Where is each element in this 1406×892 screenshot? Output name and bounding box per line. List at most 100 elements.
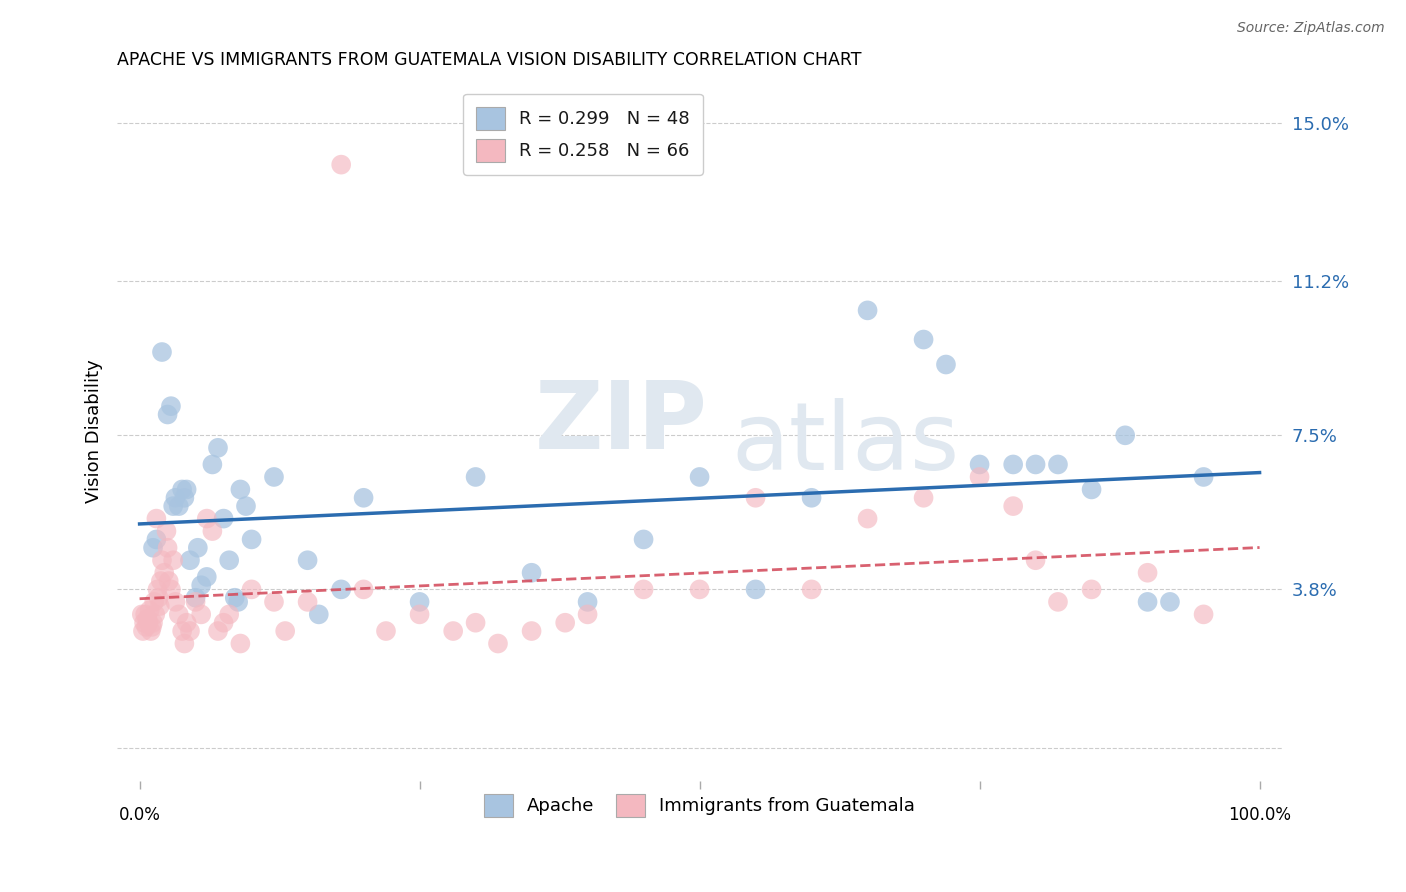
- Point: [441, 624, 464, 638]
- Point: [240, 582, 263, 597]
- Point: [229, 636, 252, 650]
- Point: [145, 533, 167, 547]
- Point: [633, 533, 655, 547]
- Point: [146, 582, 169, 597]
- Point: [800, 582, 823, 597]
- Point: [139, 624, 162, 638]
- Point: [165, 595, 187, 609]
- Point: [240, 533, 263, 547]
- Point: [149, 599, 172, 613]
- Point: [856, 303, 879, 318]
- Point: [1002, 458, 1025, 472]
- Point: [190, 607, 212, 622]
- Point: [207, 441, 229, 455]
- Point: [162, 499, 184, 513]
- Point: [143, 607, 166, 622]
- Point: [142, 615, 165, 630]
- Point: [1192, 470, 1215, 484]
- Point: [1002, 499, 1025, 513]
- Point: [179, 624, 201, 638]
- Point: [633, 582, 655, 597]
- Point: [150, 553, 173, 567]
- Point: [148, 591, 170, 605]
- Point: [195, 511, 218, 525]
- Point: [131, 607, 153, 622]
- Point: [263, 470, 285, 484]
- Point: [274, 624, 297, 638]
- Point: [156, 408, 179, 422]
- Point: [969, 470, 991, 484]
- Point: [172, 624, 194, 638]
- Point: [263, 595, 285, 609]
- Point: [135, 620, 157, 634]
- Point: [226, 595, 249, 609]
- Point: [167, 607, 190, 622]
- Point: [520, 566, 543, 580]
- Point: [330, 158, 353, 172]
- Point: [935, 358, 957, 372]
- Point: [212, 615, 235, 630]
- Point: [1114, 428, 1136, 442]
- Point: [353, 491, 375, 505]
- Point: [150, 345, 173, 359]
- Point: [1046, 595, 1069, 609]
- Point: [1025, 553, 1047, 567]
- Point: [207, 624, 229, 638]
- Point: [172, 483, 194, 497]
- Point: [218, 607, 240, 622]
- Point: [212, 511, 235, 525]
- Point: [576, 607, 599, 622]
- Point: [157, 574, 180, 588]
- Point: [143, 595, 166, 609]
- Text: APACHE VS IMMIGRANTS FROM GUATEMALA VISION DISABILITY CORRELATION CHART: APACHE VS IMMIGRANTS FROM GUATEMALA VISI…: [117, 51, 862, 69]
- Point: [1046, 458, 1069, 472]
- Point: [297, 595, 319, 609]
- Point: [190, 578, 212, 592]
- Point: [184, 595, 207, 609]
- Point: [576, 595, 599, 609]
- Point: [554, 615, 576, 630]
- Point: [176, 615, 198, 630]
- Point: [160, 399, 183, 413]
- Point: [167, 499, 190, 513]
- Point: [800, 491, 823, 505]
- Point: [744, 491, 766, 505]
- Point: [353, 582, 375, 597]
- Point: [201, 458, 224, 472]
- Point: [179, 553, 201, 567]
- Point: [408, 607, 430, 622]
- Point: [218, 553, 240, 567]
- Point: [912, 333, 935, 347]
- Point: [142, 541, 165, 555]
- Text: Source: ZipAtlas.com: Source: ZipAtlas.com: [1237, 21, 1385, 35]
- Text: atlas: atlas: [731, 398, 959, 490]
- Point: [184, 591, 207, 605]
- Point: [1192, 607, 1215, 622]
- Point: [1136, 595, 1159, 609]
- Text: 0.0%: 0.0%: [118, 806, 160, 824]
- Point: [856, 511, 879, 525]
- Point: [486, 636, 509, 650]
- Point: [138, 615, 160, 630]
- Point: [165, 491, 187, 505]
- Point: [176, 483, 198, 497]
- Point: [132, 615, 155, 630]
- Point: [149, 574, 172, 588]
- Point: [464, 470, 486, 484]
- Point: [689, 582, 711, 597]
- Point: [153, 566, 176, 580]
- Point: [136, 611, 159, 625]
- Point: [160, 582, 183, 597]
- Point: [1136, 566, 1159, 580]
- Point: [1080, 582, 1102, 597]
- Text: ZIP: ZIP: [534, 376, 707, 469]
- Point: [173, 491, 195, 505]
- Point: [297, 553, 319, 567]
- Point: [969, 458, 991, 472]
- Point: [1080, 483, 1102, 497]
- Point: [520, 624, 543, 638]
- Point: [375, 624, 398, 638]
- Point: [134, 607, 156, 622]
- Point: [1159, 595, 1181, 609]
- Point: [201, 524, 224, 538]
